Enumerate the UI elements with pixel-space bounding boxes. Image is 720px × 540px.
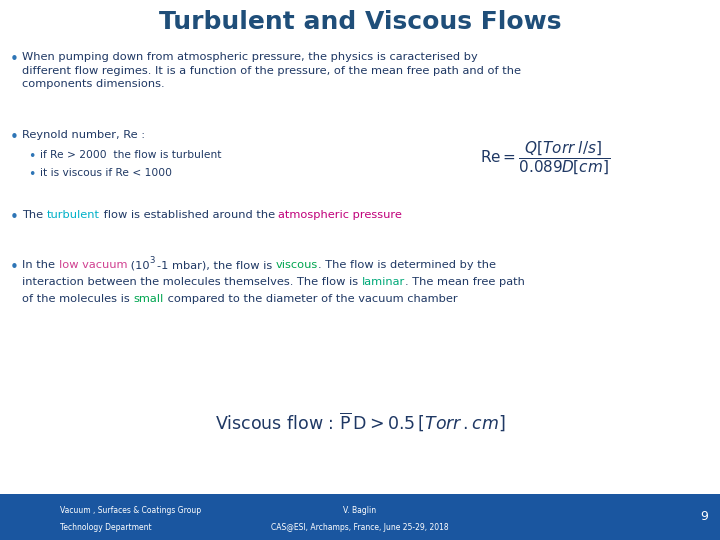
Text: The: The <box>22 210 47 220</box>
Text: Vacuum , Surfaces & Coatings Group: Vacuum , Surfaces & Coatings Group <box>60 505 201 515</box>
Text: turbulent: turbulent <box>47 210 100 220</box>
Text: laminar: laminar <box>361 277 405 287</box>
Text: •: • <box>10 130 19 145</box>
Text: small: small <box>133 294 163 304</box>
Text: •: • <box>28 150 35 163</box>
Text: $\mathrm{Re} = \dfrac{Q[Torr\;l/s]}{0.089D[cm]}$: $\mathrm{Re} = \dfrac{Q[Torr\;l/s]}{0.08… <box>480 139 610 177</box>
Text: of the molecules is: of the molecules is <box>22 294 133 304</box>
Text: -1 mbar), the flow is: -1 mbar), the flow is <box>157 260 276 270</box>
Text: compared to the diameter of the vacuum chamber: compared to the diameter of the vacuum c… <box>163 294 457 304</box>
Text: flow is established around the: flow is established around the <box>100 210 279 220</box>
Text: Reynold number, Re :: Reynold number, Re : <box>22 130 145 140</box>
Text: •: • <box>10 210 19 225</box>
Text: it is viscous if Re < 1000: it is viscous if Re < 1000 <box>40 168 172 178</box>
Text: V. Baglin: V. Baglin <box>343 505 377 515</box>
Text: (10: (10 <box>127 260 150 270</box>
Text: In the: In the <box>22 260 58 270</box>
Text: atmospheric pressure: atmospheric pressure <box>279 210 402 220</box>
Text: CAS@ESI, Archamps, France, June 25-29, 2018: CAS@ESI, Archamps, France, June 25-29, 2… <box>271 523 449 531</box>
Text: •: • <box>10 260 19 275</box>
Text: if Re > 2000  the flow is turbulent: if Re > 2000 the flow is turbulent <box>40 150 222 160</box>
Text: Technology Department: Technology Department <box>60 523 152 531</box>
Text: 3: 3 <box>150 256 156 265</box>
Text: •: • <box>10 52 19 67</box>
Text: . The mean free path: . The mean free path <box>405 277 525 287</box>
Text: . The flow is determined by the: . The flow is determined by the <box>318 260 496 270</box>
Text: interaction between the molecules themselves. The flow is: interaction between the molecules themse… <box>22 277 361 287</box>
Bar <box>0 494 720 540</box>
Text: When pumping down from atmospheric pressure, the physics is caracterised by
diff: When pumping down from atmospheric press… <box>22 52 521 89</box>
Text: viscous: viscous <box>276 260 318 270</box>
Text: 9: 9 <box>700 510 708 523</box>
Text: •: • <box>28 168 35 181</box>
Text: Viscous flow : $\overline{\mathrm{P}}\,\mathrm{D} > 0.5\,[\mathit{Torr\,.cm}]$: Viscous flow : $\overline{\mathrm{P}}\,\… <box>215 410 505 434</box>
Text: Turbulent and Viscous Flows: Turbulent and Viscous Flows <box>158 10 562 34</box>
Text: low vacuum: low vacuum <box>58 260 127 270</box>
